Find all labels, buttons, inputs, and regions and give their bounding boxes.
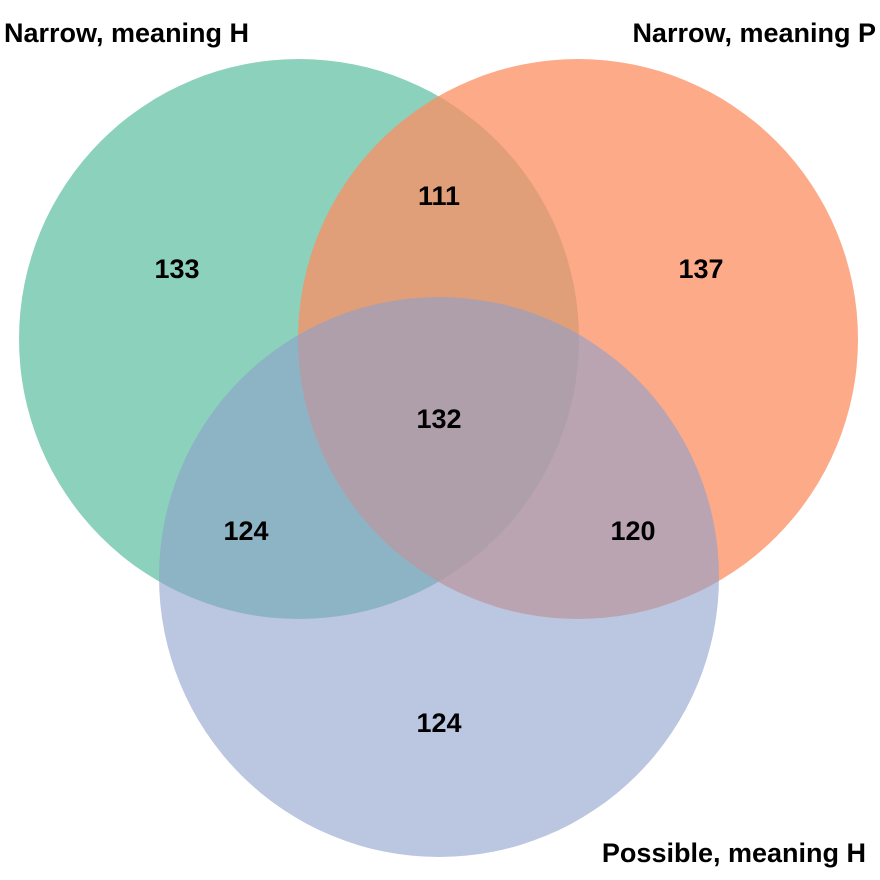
set-label-narrow-meaning-p: Narrow, meaning P [632,18,876,48]
set-labels: Narrow, meaning H Narrow, meaning P Poss… [4,18,876,868]
count-all-three: 132 [416,404,461,434]
count-narrow-h-only: 133 [154,254,199,284]
circle-possible-meaning-h [159,297,719,857]
count-narrow-h-and-narrow-p: 111 [418,181,460,211]
count-possible-h-only: 124 [416,708,461,738]
set-label-narrow-meaning-h: Narrow, meaning H [4,18,249,48]
count-narrow-h-and-possible-h: 124 [223,516,268,546]
set-circles [19,59,858,857]
count-narrow-p-only: 137 [678,254,723,284]
region-counts: 133 137 111 132 124 120 124 [154,181,723,738]
set-label-possible-meaning-h: Possible, meaning H [602,838,866,868]
count-narrow-p-and-possible-h: 120 [610,516,655,546]
